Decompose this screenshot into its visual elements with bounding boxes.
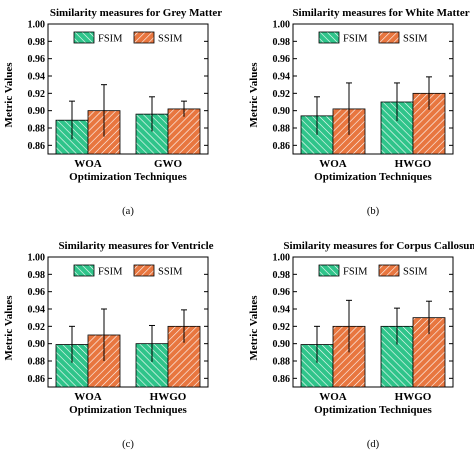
y-axis-label: Metric Values [248,62,260,128]
legend-label-fsim: FSIM [98,34,123,45]
legend-label-ssim: SSIM [403,267,428,278]
y-tick-label: 0.86 [28,141,46,152]
y-axis-label: Metric Values [3,62,15,128]
legend-swatch-fsim [318,264,340,277]
y-tick-label: 0.88 [28,124,46,135]
y-tick-label: 0.94 [273,72,291,83]
plot-frame [292,256,454,388]
plot-frame [292,23,454,155]
y-tick-label: 0.88 [273,357,291,368]
chart-title: Similarity measures for Grey Matter [50,7,222,19]
y-tick-label: 1.00 [28,253,46,264]
legend-label-fsim: FSIM [343,267,368,278]
y-tick-label: 0.90 [28,106,46,117]
y-tick-label: 0.86 [273,141,291,152]
y-tick-label: 0.94 [28,72,46,83]
y-axis-label: Metric Values [3,295,15,361]
plot-frame [47,256,209,388]
panel-tag: (d) [367,439,380,450]
legend: FSIM SSIM [73,264,183,278]
y-tick-label: 0.94 [28,305,46,316]
chart-title: Similarity measures for Corpus Callosum [283,240,474,252]
legend-swatch-ssim [378,31,400,44]
legend-label-ssim: SSIM [158,267,183,278]
x-category-label: HWGO [395,158,432,170]
y-tick-label: 1.00 [273,20,291,31]
legend-swatch-ssim [133,264,155,277]
x-category-label: HWGO [395,391,432,403]
y-tick-label: 0.98 [273,37,291,48]
legend-swatch-fsim [318,31,340,44]
legend: FSIM SSIM [318,264,428,278]
legend-label-fsim: FSIM [343,34,368,45]
y-tick-label: 0.96 [28,287,46,298]
legend-label-fsim: FSIM [98,267,123,278]
x-category-label: GWO [154,158,183,170]
y-tick-label: 0.96 [273,287,291,298]
y-tick-label: 0.86 [28,374,46,385]
y-tick-label: 1.00 [273,253,291,264]
chart-panel-4: Similarity measures for Corpus Callosum1… [248,240,474,450]
y-tick-label: 0.92 [273,89,291,100]
y-tick-label: 0.90 [28,339,46,350]
chart-panel-1: Similarity measures for Grey Matter 1.00 0… [3,7,222,217]
chart-title: Similarity measures for Ventricle [58,240,213,252]
x-category-label: WOA [74,391,102,403]
y-tick-label: 0.92 [273,322,291,333]
x-axis-label: Optimization Techniques [69,171,187,183]
x-category-label: WOA [319,158,347,170]
legend-swatch-fsim [73,31,95,44]
y-axis-label: Metric Values [248,295,260,361]
plot-frame [47,23,209,155]
y-tick-label: 0.88 [273,124,291,135]
x-category-label: WOA [319,391,347,403]
y-tick-label: 0.90 [273,106,291,117]
y-tick-label: 0.96 [28,54,46,65]
panel-tag: (b) [367,206,380,217]
chart-panel-2: Similarity measures for White Matter1.00… [248,7,470,217]
chart-panel-3: Similarity measures for Ventricle 1.00 0.9… [3,240,214,450]
legend-swatch-fsim [73,264,95,277]
chart-title: Similarity measures for White Matter [292,7,469,19]
y-tick-label: 0.86 [273,374,291,385]
x-axis-label: Optimization Techniques [69,404,187,416]
y-tick-label: 0.98 [28,37,46,48]
bar-fsim-woa [300,344,334,388]
legend-label-ssim: SSIM [158,34,183,45]
y-tick-label: 0.98 [28,270,46,281]
y-tick-label: 0.90 [273,339,291,350]
y-tick-label: 1.00 [28,20,46,31]
y-tick-label: 0.98 [273,270,291,281]
legend: FSIM SSIM [318,31,428,45]
x-category-label: WOA [74,158,102,170]
panel-tag: (a) [122,206,134,217]
y-tick-label: 0.92 [28,322,46,333]
legend-label-ssim: SSIM [403,34,428,45]
y-tick-label: 0.96 [273,54,291,65]
x-axis-label: Optimization Techniques [314,171,432,183]
legend-swatch-ssim [378,264,400,277]
x-axis-label: Optimization Techniques [314,404,432,416]
y-tick-label: 0.88 [28,357,46,368]
x-category-label: HWGO [150,391,187,403]
y-tick-label: 0.94 [273,305,291,316]
panel-tag: (c) [122,439,134,450]
legend: FSIM SSIM [73,31,183,45]
legend-swatch-ssim [133,31,155,44]
y-tick-label: 0.92 [28,89,46,100]
